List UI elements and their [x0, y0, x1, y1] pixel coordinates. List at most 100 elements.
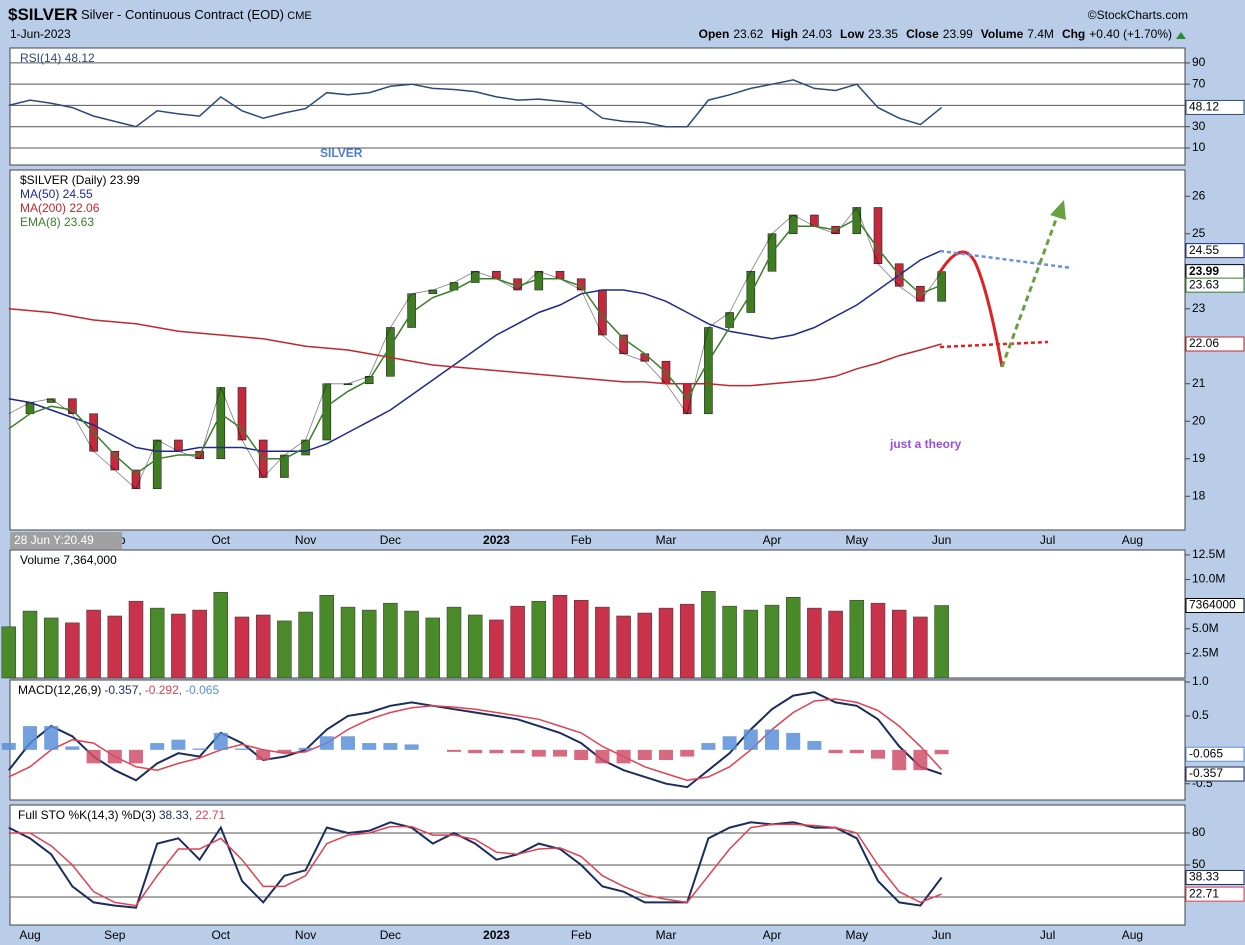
value-tag: 48.12	[1189, 100, 1219, 114]
y-tick-label: 18	[1192, 488, 1206, 502]
volume-bar	[213, 592, 229, 679]
value-tag: 38.33	[1189, 870, 1219, 884]
theory-arrow-head	[1050, 200, 1066, 220]
legend-entry: MA(50) 24.55	[20, 187, 93, 201]
histogram-bar	[404, 744, 419, 750]
histogram-bar	[23, 726, 37, 750]
legend-entry: MA(200) 22.06	[20, 201, 100, 215]
volume-bar	[934, 605, 949, 679]
histogram-bar	[765, 729, 779, 750]
volume-bar	[595, 606, 610, 679]
annotation-note: just a theory	[889, 437, 962, 451]
volume-bar	[573, 599, 589, 679]
x-tick-label: 2023	[483, 928, 510, 942]
volume-bar	[785, 597, 801, 679]
x-tick-label: Mar	[656, 928, 677, 942]
histogram-bar	[807, 741, 822, 750]
x-tick-label: Jul	[1040, 533, 1055, 547]
histogram-bar	[468, 749, 483, 754]
plot-area	[9, 169, 1186, 531]
date: 1-Jun-2023	[10, 27, 71, 41]
histogram-bar	[680, 749, 695, 757]
y-tick-label: 80	[1192, 825, 1206, 839]
x-tick-label: Sep	[104, 928, 126, 942]
series-line	[8, 249, 942, 453]
value-tag: 23.99	[1189, 264, 1219, 278]
y-tick-label: 26	[1192, 188, 1206, 202]
x-tick-label: May	[845, 928, 868, 942]
quote-label: Low	[840, 27, 865, 41]
histogram-bar	[531, 749, 546, 757]
x-tick-label: Nov	[295, 928, 316, 942]
x-tick-label: Aug	[19, 928, 40, 942]
volume-bar	[425, 617, 441, 679]
histogram-bar	[743, 729, 758, 750]
value-tag-box	[1185, 766, 1245, 782]
legend-entry: $SILVER (Daily) 23.99	[20, 173, 140, 187]
x-tick-label: Feb	[571, 928, 592, 942]
histogram-bar	[616, 749, 631, 764]
volume-bar	[171, 613, 186, 679]
legend-part: -0.357,	[104, 683, 141, 697]
cursor-label: 28 Jun Y:20.49	[14, 533, 94, 547]
volume-bar	[361, 609, 377, 679]
histogram-bar	[595, 749, 610, 764]
y-tick-label: 10.0M	[1192, 572, 1225, 586]
histogram-bar	[849, 749, 864, 754]
x-tick-label: May	[845, 533, 868, 547]
x-tick-label: Oct	[211, 928, 230, 942]
histogram-bar	[722, 736, 737, 750]
histogram-bar	[44, 726, 59, 750]
y-tick-label: 20	[1192, 413, 1206, 427]
volume-bar	[510, 605, 525, 679]
plot-area	[9, 679, 1186, 801]
histogram-bar	[510, 749, 525, 754]
series-line	[8, 821, 943, 909]
volume-bar	[149, 607, 165, 679]
volume-bar	[467, 614, 483, 679]
volume-bar	[701, 591, 716, 679]
x-tick-label: Jun	[932, 928, 951, 942]
y-tick-label: 2.5M	[1192, 646, 1219, 660]
y-tick-label: 70	[1192, 76, 1206, 90]
value-tag-box	[1185, 597, 1245, 613]
quote-value: 23.99	[943, 27, 973, 41]
histogram-bar	[298, 747, 313, 750]
annotation-title: SILVER	[320, 146, 363, 160]
quote-value: 7.4M	[1027, 27, 1054, 41]
volume-bar	[870, 602, 886, 679]
volume-bar	[446, 606, 462, 679]
histogram-bar	[659, 749, 673, 760]
volume-bar	[404, 610, 419, 679]
quote-label: Chg	[1062, 27, 1085, 41]
quote-value: 23.62	[733, 27, 763, 41]
volume-bar	[891, 609, 907, 679]
up-arrow	[1176, 32, 1186, 39]
quote-label: Volume	[981, 27, 1024, 41]
volume-bar	[340, 606, 356, 679]
x-tick-label: Nov	[295, 533, 316, 547]
x-tick-label: Jul	[1040, 928, 1055, 942]
value-tag: 23.63	[1189, 277, 1219, 291]
legend-part: MACD(12,26,9)	[18, 683, 101, 697]
volume-bar	[658, 607, 674, 679]
value-tag-box	[1185, 886, 1245, 902]
value-tag: 22.71	[1189, 886, 1219, 900]
histogram-bar	[256, 749, 271, 760]
y-tick-label: 12.5M	[1192, 547, 1225, 561]
histogram-bar	[362, 743, 377, 750]
y-tick-label: 21	[1192, 376, 1206, 390]
series-line	[8, 206, 942, 490]
volume-bar	[298, 611, 313, 679]
y-tick-label: 10	[1192, 140, 1206, 154]
volume-bar	[128, 600, 144, 679]
header-title: $SILVER Silver - Continuous Contract (EO…	[8, 5, 312, 24]
volume-bar	[86, 609, 101, 679]
legend-entry: RSI(14) 48.12	[20, 51, 95, 65]
histogram-bar	[192, 748, 207, 750]
description: Silver - Continuous Contract (EOD)	[81, 7, 284, 22]
volume-bar	[552, 595, 568, 679]
y-tick-label: 50	[1192, 857, 1206, 871]
histogram-bar	[65, 746, 80, 750]
